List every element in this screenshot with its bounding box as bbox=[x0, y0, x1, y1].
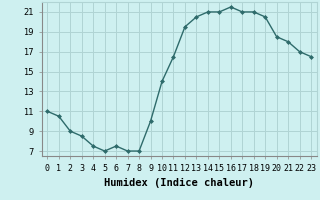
X-axis label: Humidex (Indice chaleur): Humidex (Indice chaleur) bbox=[104, 178, 254, 188]
